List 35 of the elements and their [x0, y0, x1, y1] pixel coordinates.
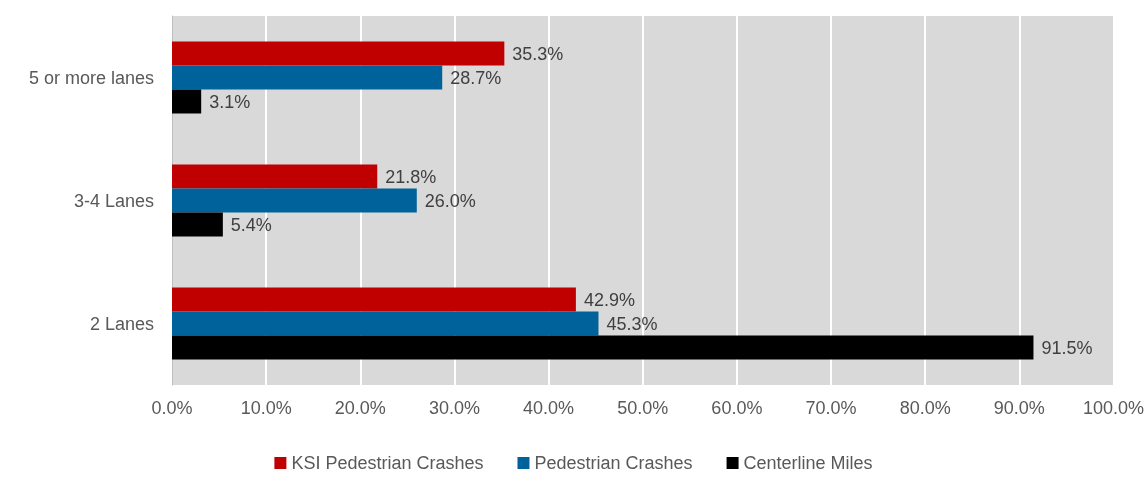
legend-label: KSI Pedestrian Crashes: [291, 453, 484, 473]
x-tick-label: 30.0%: [428, 398, 480, 418]
x-tick-label: 60.0%: [711, 398, 763, 418]
bar: [172, 65, 443, 90]
y-tick-label: 3-4 Lanes: [73, 190, 154, 211]
x-tick-label: 90.0%: [993, 398, 1045, 418]
data-label: 3.1%: [209, 91, 251, 112]
bar: [172, 287, 576, 312]
data-label: 42.9%: [583, 289, 635, 310]
x-tick-label: 0.0%: [151, 398, 193, 418]
data-label: 28.7%: [450, 67, 502, 88]
bar: [172, 89, 202, 114]
legend-label: Centerline Miles: [743, 453, 873, 473]
data-label: 26.0%: [424, 190, 476, 211]
bar: [172, 212, 223, 237]
x-tick-label: 100.0%: [1082, 398, 1145, 418]
legend-label: Pedestrian Crashes: [534, 453, 693, 473]
x-tick-label: 40.0%: [523, 398, 575, 418]
data-label: 45.3%: [606, 313, 658, 334]
y-tick-label: 5 or more lanes: [28, 67, 154, 88]
x-tick-label: 20.0%: [334, 398, 386, 418]
bar: [172, 188, 417, 213]
bar: [172, 335, 1034, 360]
x-tick-label: 10.0%: [240, 398, 292, 418]
bar: [172, 41, 505, 66]
data-label: 5.4%: [230, 214, 272, 235]
x-tick-label: 70.0%: [805, 398, 857, 418]
x-tick-label: 80.0%: [899, 398, 951, 418]
data-label: 35.3%: [512, 43, 564, 64]
data-label: 91.5%: [1041, 337, 1093, 358]
x-tick-label: 50.0%: [617, 398, 669, 418]
y-tick-label: 2 Lanes: [89, 313, 154, 334]
bar: [172, 164, 378, 189]
data-label: 21.8%: [385, 166, 437, 187]
bar: [172, 311, 599, 336]
